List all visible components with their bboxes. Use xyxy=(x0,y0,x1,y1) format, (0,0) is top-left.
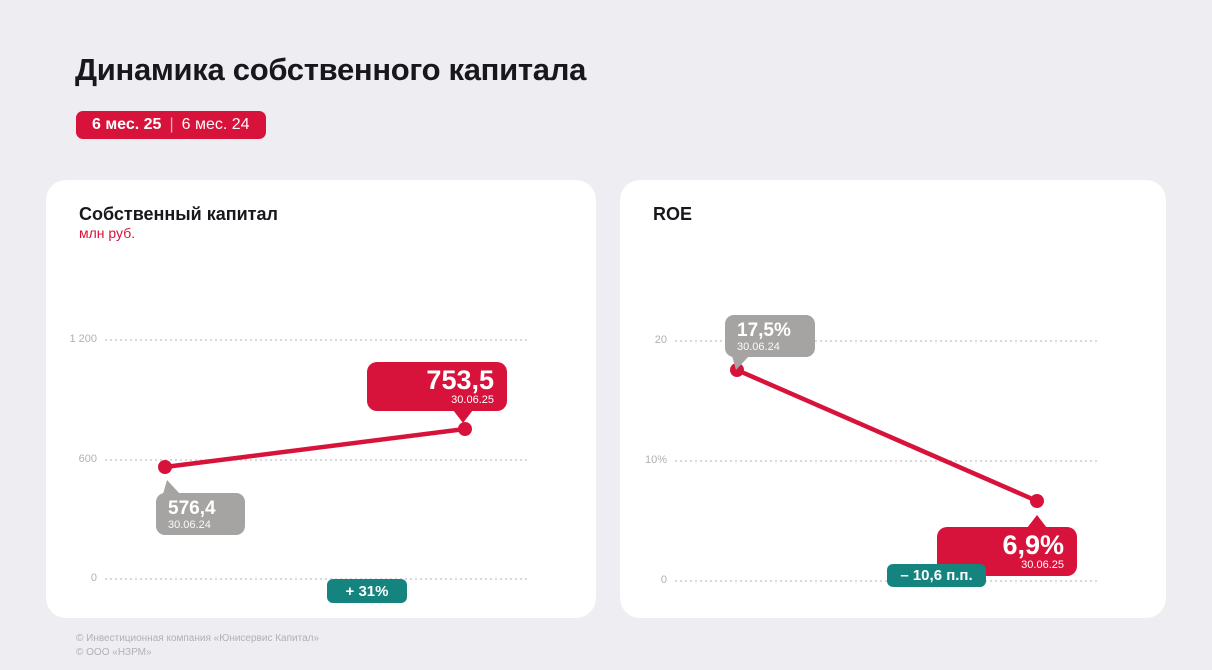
roe-start-callout: 17,5% 30.06.24 xyxy=(725,315,815,370)
equity-chart-card: Собственный капитал млн руб. 1 200 600 0… xyxy=(46,180,596,618)
roe-data-point-end xyxy=(1030,494,1044,508)
roe-tick-0: 0 xyxy=(660,574,667,586)
equity-start-value: 576,4 xyxy=(168,498,216,519)
roe-trend-line xyxy=(736,367,1038,504)
roe-end-callout-tail xyxy=(1027,515,1047,528)
roe-end-callout: 6,9% 30.06.25 xyxy=(937,515,1077,576)
footer-line-1: © Инвестиционная компания «Юнисервис Кап… xyxy=(76,633,320,644)
page-title: Динамика собственного капитала xyxy=(75,52,587,87)
equity-gridline-1200: 1 200 xyxy=(69,333,527,345)
equity-change-badge: + 31% xyxy=(327,579,407,603)
roe-tick-20: 20 xyxy=(654,334,667,346)
equity-data-point-start xyxy=(158,460,172,474)
roe-tick-10: 10% xyxy=(644,454,667,466)
period-badge: 6 мес. 25 | 6 мес. 24 xyxy=(76,111,266,139)
roe-start-callout-tail xyxy=(732,356,749,370)
equity-end-callout-tail xyxy=(453,410,473,423)
equity-start-date: 30.06.24 xyxy=(168,519,211,531)
equity-end-date: 30.06.25 xyxy=(451,394,494,406)
roe-start-date: 30.06.24 xyxy=(737,341,780,353)
equity-gridline-0: 0 xyxy=(91,572,527,584)
roe-gridline-20: 20 xyxy=(655,334,1097,346)
footer-line-2: © ООО «НЗРМ» xyxy=(76,647,152,658)
equity-tick-0: 0 xyxy=(90,572,97,584)
equity-trend-svg xyxy=(158,422,472,474)
period-separator: | xyxy=(169,116,174,133)
equity-tick-1200: 1 200 xyxy=(69,333,97,345)
equity-trend-line xyxy=(164,426,466,470)
equity-gridline-600: 600 xyxy=(79,453,527,465)
footer-credits: © Инвестиционная компания «Юнисервис Кап… xyxy=(76,632,319,660)
equity-start-callout: 576,4 30.06.24 xyxy=(156,480,245,535)
period-previous-label: 6 мес. 24 xyxy=(181,116,250,133)
roe-trend-svg xyxy=(730,363,1044,508)
equity-data-point-end xyxy=(458,422,472,436)
roe-gridline-10: 10% xyxy=(645,454,1097,466)
equity-end-callout: 753,5 30.06.25 xyxy=(367,362,507,423)
roe-gridline-0: 0 xyxy=(661,574,1097,586)
equity-tick-600: 600 xyxy=(78,453,97,465)
roe-chart-card: ROE 20 10% 0 17,5% 30.06.24 6,9% 30.06.2… xyxy=(620,180,1166,618)
equity-chart-title: Собственный капитал xyxy=(79,204,278,224)
roe-change-badge: – 10,6 п.п. xyxy=(887,564,986,587)
roe-start-value: 17,5% xyxy=(737,320,791,341)
roe-end-value: 6,9% xyxy=(1002,530,1064,560)
roe-chart-title: ROE xyxy=(653,204,693,224)
equity-start-callout-tail xyxy=(163,480,180,494)
roe-end-date: 30.06.25 xyxy=(1021,559,1064,571)
equity-chart-unit: млн руб. xyxy=(79,225,136,241)
equity-end-value: 753,5 xyxy=(426,365,494,395)
period-current-label: 6 мес. 25 xyxy=(92,116,162,133)
